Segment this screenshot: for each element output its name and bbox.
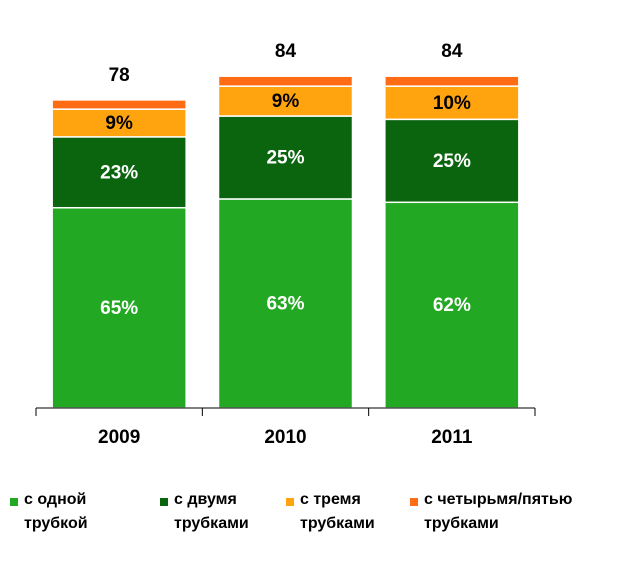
value-label: 63% <box>266 293 304 314</box>
value-label: 9% <box>272 91 300 112</box>
value-label: 25% <box>433 151 471 172</box>
legend-label: с двумя трубками <box>174 491 249 532</box>
legend-item: с тремя трубками <box>286 488 406 536</box>
value-label: 9% <box>105 113 133 134</box>
legend-item: с одной трубкой <box>10 488 150 536</box>
x-tick-label: 2010 <box>264 427 306 448</box>
legend-swatch <box>160 498 168 506</box>
value-label: 25% <box>266 148 304 169</box>
bar-segment <box>217 198 354 409</box>
total-label: 84 <box>275 41 297 62</box>
legend-label: с тремя трубками <box>300 491 375 532</box>
bar-segment <box>384 85 520 121</box>
bar-segment <box>51 206 187 409</box>
legend-swatch <box>286 498 294 506</box>
value-label: 23% <box>100 162 138 183</box>
bar-segment <box>217 115 354 200</box>
value-label: 62% <box>433 295 471 316</box>
bar-segment <box>384 75 520 87</box>
bar-segment <box>217 75 354 87</box>
chart: 65% 23% 9% 78 2009 63% 25% 9% 84 2010 62% 25% 10% 84 2… <box>35 41 536 448</box>
legend-item: с четырьмя/пятью трубками <box>410 488 620 536</box>
total-label: 78 <box>109 65 130 86</box>
bar-segment <box>51 136 187 209</box>
legend-label: с четырьмя/пятью трубками <box>424 491 573 532</box>
legend-label: с одной трубкой <box>24 491 88 532</box>
bar-segment <box>217 85 354 117</box>
total-label: 84 <box>441 41 463 62</box>
legend-item: с двумя трубками <box>160 488 280 536</box>
bar-segment <box>384 118 520 204</box>
x-tick-label: 2009 <box>98 427 140 448</box>
legend-swatch <box>10 498 18 506</box>
x-tick-label: 2011 <box>431 427 473 448</box>
value-label: 65% <box>100 298 138 319</box>
value-label: 10% <box>433 93 471 114</box>
legend-swatch <box>410 498 418 506</box>
bar-segment <box>51 99 187 110</box>
